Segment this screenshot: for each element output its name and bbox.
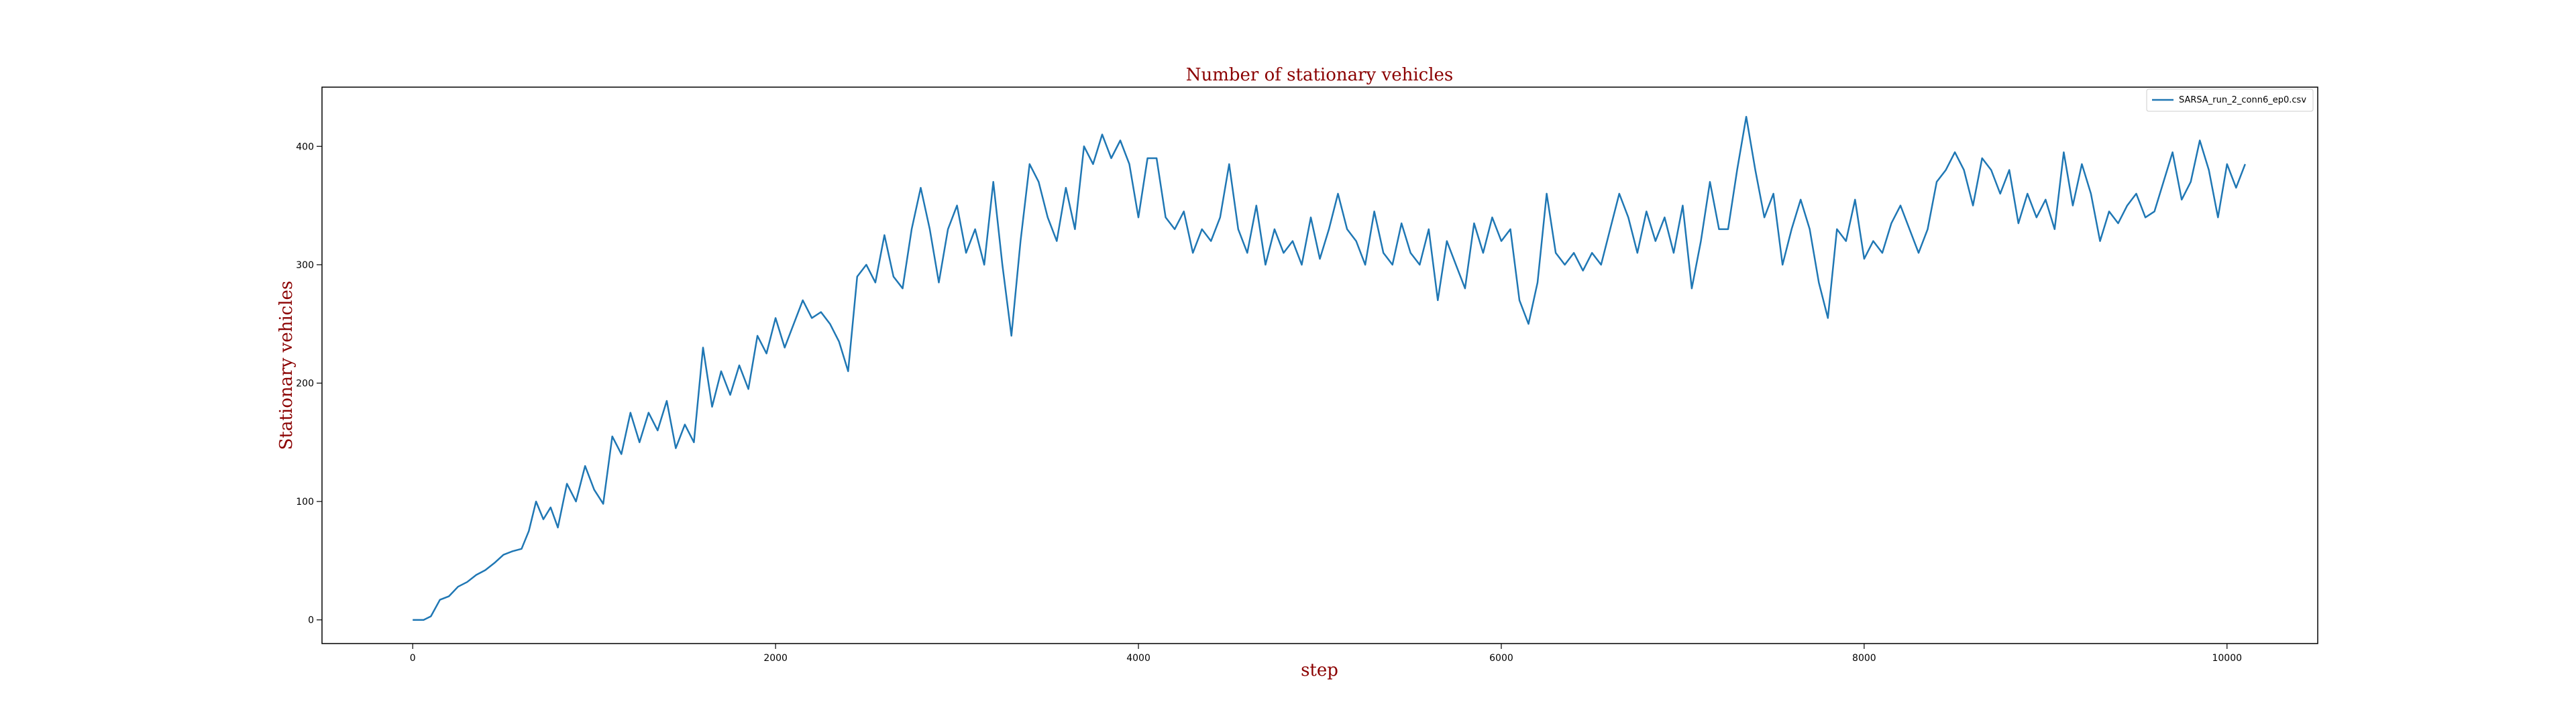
legend-label: SARSA_run_2_conn6_ep0.csv (2179, 95, 2306, 105)
x-axis: 0 2000 4000 6000 8000 10000 (410, 644, 2242, 664)
chart-title: Number of stationary vehicles (1186, 65, 1454, 85)
x-tick-label: 8000 (1852, 653, 1876, 664)
x-tick-label: 2000 (763, 653, 788, 664)
y-tick-label: 100 (296, 497, 314, 507)
y-tick-label: 200 (296, 378, 314, 389)
x-tick-label: 0 (410, 653, 416, 664)
series-line (413, 115, 2246, 621)
y-tick-label: 300 (296, 260, 314, 271)
y-tick-label: 0 (308, 615, 314, 626)
y-axis-label: Stationary vehicles (276, 281, 297, 450)
plot-area (321, 86, 2318, 644)
x-tick-label: 6000 (1489, 653, 1513, 664)
x-tick-label: 10000 (2212, 653, 2242, 664)
y-axis: 0 100 200 300 400 (296, 141, 322, 626)
legend: SARSA_run_2_conn6_ep0.csv (2146, 88, 2314, 112)
legend-box (2146, 88, 2314, 112)
y-tick-label: 400 (296, 141, 314, 152)
x-tick-label: 4000 (1126, 653, 1150, 664)
x-axis-label: step (1301, 660, 1338, 680)
